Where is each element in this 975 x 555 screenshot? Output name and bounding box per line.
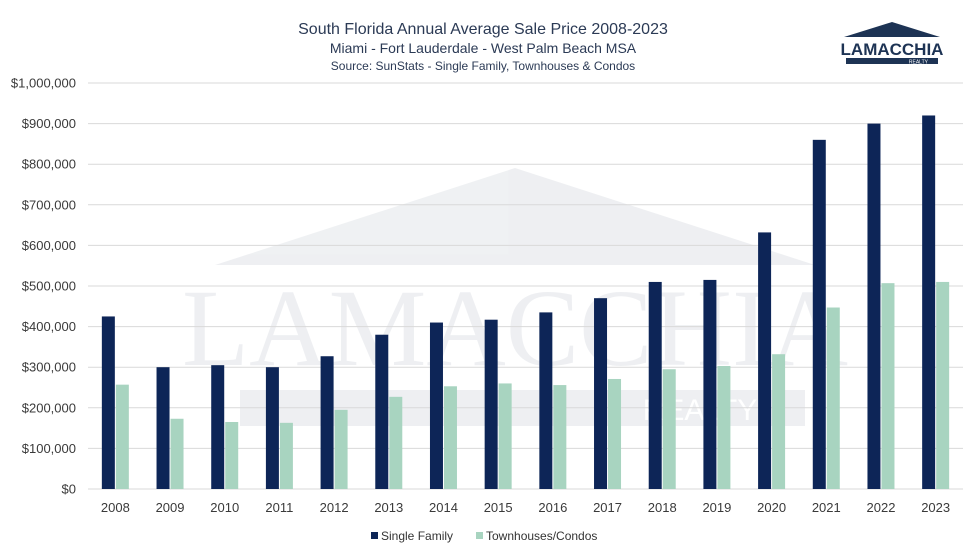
x-tick-label: 2022 [867, 500, 896, 515]
x-tick-label: 2008 [101, 500, 130, 515]
legend-label: Townhouses/Condos [486, 529, 597, 543]
y-tick-label: $0 [62, 482, 76, 497]
logo: LAMACCHIA REALTY [841, 22, 944, 66]
y-tick-label: $1,000,000 [11, 76, 76, 91]
bar-townhouses-condos [936, 281, 950, 489]
logo-subtext: REALTY [909, 60, 929, 66]
bar-single-family [703, 279, 717, 489]
bar-single-family [211, 365, 225, 489]
x-tick-label: 2021 [812, 500, 841, 515]
bar-single-family [265, 367, 279, 489]
y-tick-label: $300,000 [22, 360, 76, 375]
x-tick-label: 2023 [921, 500, 950, 515]
y-axis: $0 $100,000 $200,000 $300,000 $400,000 $500,0… [11, 76, 76, 497]
chart-subtitle: Miami - Fort Lauderdale - West Palm Beac… [330, 40, 637, 56]
bar-single-family [594, 298, 608, 489]
y-tick-label: $100,000 [22, 441, 76, 456]
x-tick-label: 2010 [210, 500, 239, 515]
bar-single-family [539, 312, 553, 489]
bar-townhouses-condos [498, 383, 512, 489]
bar-townhouses-condos [279, 422, 293, 489]
y-tick-label: $500,000 [22, 279, 76, 294]
bar-single-family [484, 319, 498, 489]
legend: Single Family Townhouses/Condos [371, 529, 597, 543]
legend-swatch [371, 532, 378, 539]
bar-townhouses-condos [608, 378, 622, 489]
bar-townhouses-condos [115, 384, 129, 489]
x-tick-label: 2016 [538, 500, 567, 515]
x-tick-label: 2011 [265, 500, 293, 515]
y-tick-label: $800,000 [22, 157, 76, 172]
bar-single-family [867, 123, 881, 489]
x-tick-label: 2012 [320, 500, 349, 515]
bar-townhouses-condos [717, 365, 731, 489]
bar-townhouses-condos [881, 283, 895, 489]
x-tick-label: 2009 [156, 500, 185, 515]
y-tick-label: $900,000 [22, 116, 76, 131]
bars [101, 115, 950, 489]
bar-single-family [429, 322, 443, 489]
x-tick-label: 2019 [702, 500, 731, 515]
bar-townhouses-condos [662, 369, 676, 489]
watermark: LAMACCHIA REALTY [182, 168, 848, 427]
logo-roof [844, 22, 940, 37]
legend-label: Single Family [381, 529, 453, 543]
bar-single-family [648, 281, 662, 489]
bar-single-family [758, 232, 772, 489]
bar-townhouses-condos [443, 386, 457, 489]
bar-single-family [375, 334, 389, 489]
bar-single-family [156, 367, 170, 489]
bar-townhouses-condos [389, 396, 403, 489]
x-tick-label: 2013 [374, 500, 403, 515]
bar-townhouses-condos [170, 418, 184, 489]
x-tick-label: 2017 [593, 500, 622, 515]
x-tick-label: 2018 [648, 500, 677, 515]
bar-townhouses-condos [334, 409, 348, 489]
bar-single-family [922, 115, 936, 489]
bar-townhouses-condos [553, 385, 567, 489]
x-tick-label: 2014 [429, 500, 458, 515]
bar-single-family [812, 139, 826, 489]
watermark-subtext: REALTY [643, 394, 757, 427]
logo-text: LAMACCHIA [841, 40, 944, 59]
x-tick-label: 2015 [484, 500, 513, 515]
y-tick-label: $200,000 [22, 400, 76, 415]
bar-townhouses-condos [225, 422, 239, 489]
bar-townhouses-condos [772, 354, 786, 489]
x-axis: 2008 2009 2010 2011 2012 2013 2014 2015 2016 2017… [101, 500, 950, 515]
chart-title: South Florida Annual Average Sale Price … [298, 21, 668, 38]
y-tick-label: $600,000 [22, 238, 76, 253]
bar-single-family [101, 316, 115, 489]
y-tick-label: $700,000 [22, 197, 76, 212]
bar-single-family [320, 356, 334, 489]
chart-source: Source: SunStats - Single Family, Townho… [331, 59, 635, 73]
legend-swatch [476, 532, 483, 539]
y-tick-label: $400,000 [22, 319, 76, 334]
bar-townhouses-condos [826, 307, 840, 489]
logo-bar [846, 58, 938, 64]
x-tick-label: 2020 [757, 500, 786, 515]
watermark-text: LAMACCHIA [182, 267, 848, 389]
